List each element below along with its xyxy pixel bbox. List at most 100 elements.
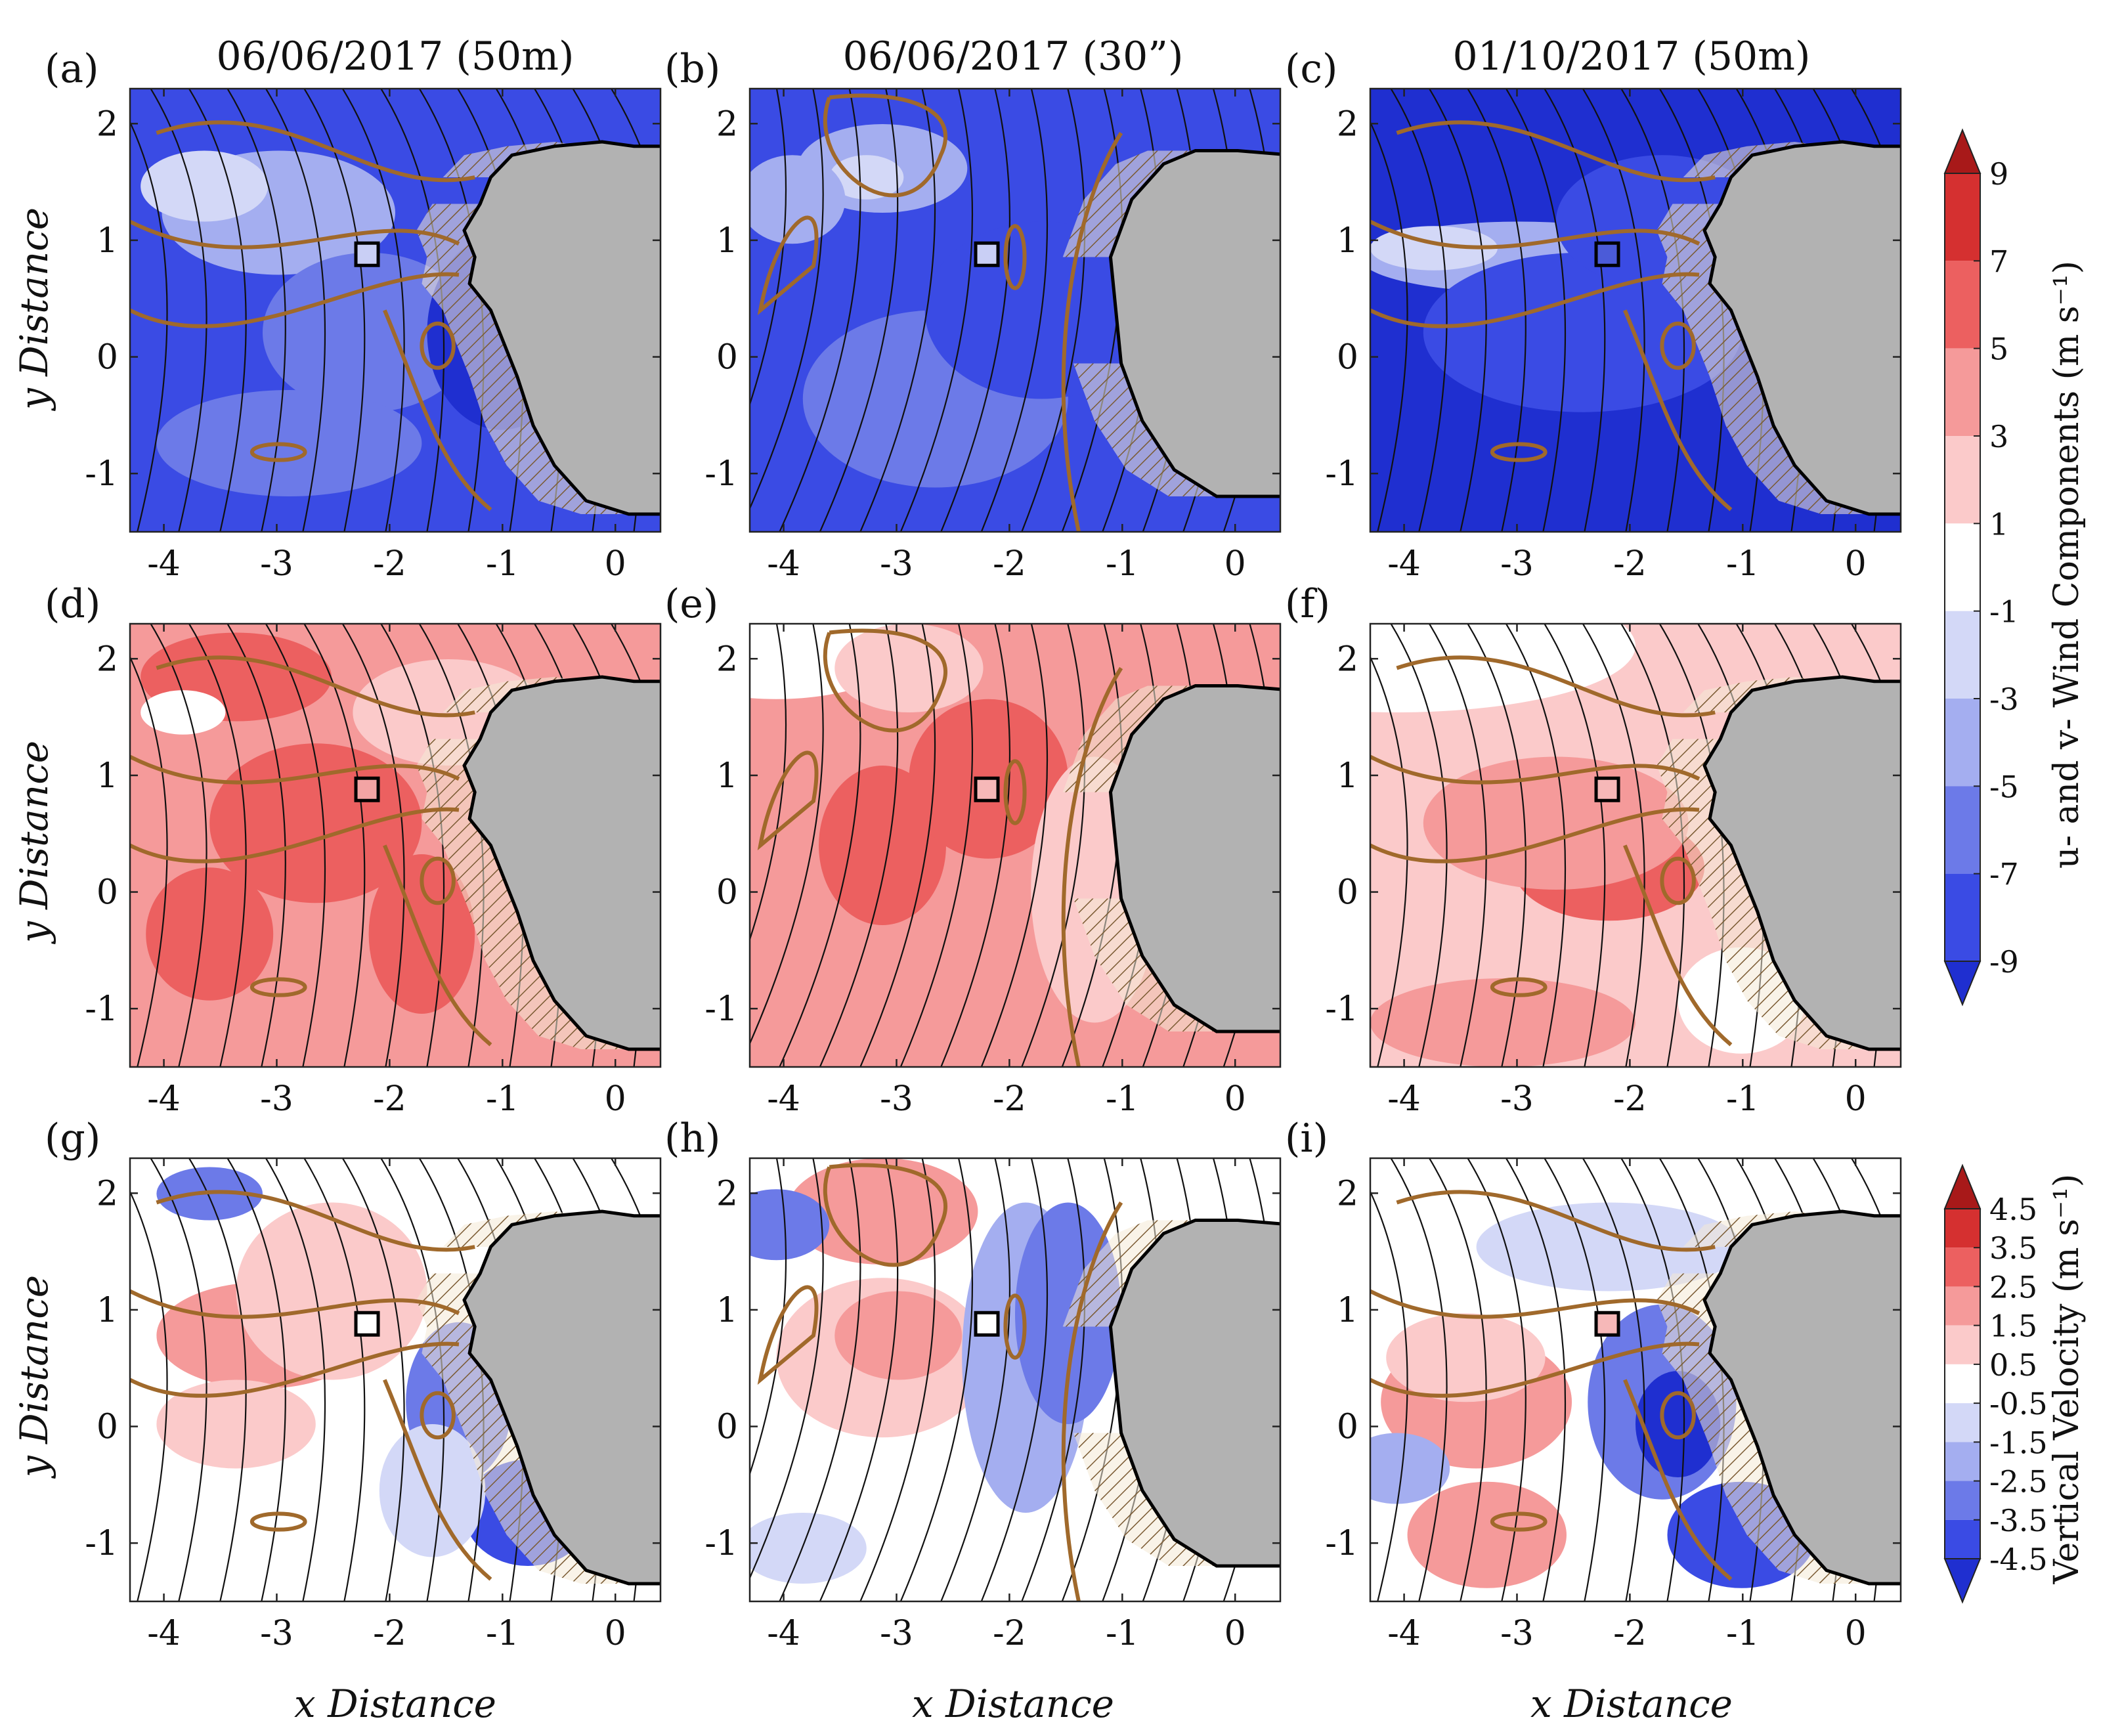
axes-frame — [1369, 87, 1902, 533]
x-tick-label: -3 — [880, 1079, 913, 1119]
y-tick-label: 0 — [716, 873, 738, 913]
streamline — [303, 1158, 366, 1601]
y-tick-label: 0 — [97, 338, 118, 378]
contour-line — [1061, 1201, 1123, 1601]
contour-line — [1660, 321, 1696, 370]
streamline — [779, 89, 861, 532]
x-tick-label: -4 — [767, 1614, 800, 1653]
colorbar-segment — [1945, 1286, 1980, 1326]
panel-label: (g) — [45, 1116, 100, 1161]
contour-line — [1370, 1289, 1700, 1319]
colorbar-tick-label: 7 — [1989, 244, 2008, 279]
streamline — [1544, 624, 1606, 1067]
colorbar-segment — [1945, 348, 1980, 436]
brown-contours — [757, 1163, 1123, 1601]
field-contour — [379, 1424, 486, 1557]
brown-contours — [1370, 1190, 1733, 1581]
contour-line — [757, 1285, 819, 1385]
island — [1702, 675, 1901, 1051]
colorbar-tick-label: -0.5 — [1989, 1386, 2048, 1421]
field-contour — [1423, 252, 1742, 412]
streamline — [1370, 655, 1408, 1067]
colorbar-segment — [1945, 1325, 1980, 1364]
contour-line — [249, 1511, 307, 1532]
field-contour — [141, 150, 269, 222]
marker-square — [974, 241, 1000, 267]
colorbar-tick-label: -4.5 — [1989, 1542, 2048, 1577]
streamline — [819, 89, 899, 532]
streamline — [1544, 1158, 1606, 1601]
x-tick-label: 0 — [605, 1614, 626, 1653]
panel-label: (d) — [45, 581, 100, 627]
contour-line — [249, 442, 307, 462]
axes-frame — [129, 87, 662, 533]
contour-line — [1660, 1391, 1696, 1440]
field-contour — [236, 1202, 427, 1380]
colorbar-arrow-top — [1943, 1163, 1981, 1209]
x-tick-label: -4 — [147, 544, 181, 584]
y-tick-label: -1 — [1325, 989, 1358, 1029]
x-tick-label: 0 — [605, 544, 626, 584]
streamline — [779, 624, 861, 1067]
streamline — [899, 1158, 974, 1601]
streamline — [150, 624, 207, 1067]
streamline — [1390, 89, 1448, 532]
y-tick-label: 0 — [97, 873, 118, 913]
streamline — [750, 89, 824, 510]
field-contour — [141, 690, 226, 735]
streamline — [1370, 120, 1408, 532]
y-tick-label: -1 — [1325, 1524, 1358, 1563]
contour-line — [1660, 856, 1696, 905]
colorbar-segment — [1945, 436, 1980, 524]
panel-1: -4 -3 -2 -1 0 -1 0 1 2 (b) — [664, 46, 1282, 584]
panel-label: (b) — [664, 46, 720, 92]
colorbar-tick-label: -3 — [1989, 682, 2019, 717]
streamline — [859, 89, 936, 532]
axes-frame — [748, 1157, 1282, 1603]
streamline — [1544, 89, 1606, 532]
streamline — [940, 624, 1010, 1067]
colorbar-tick-label: -1 — [1989, 594, 2019, 630]
x-tick-label: 0 — [1845, 1079, 1867, 1119]
marker-square — [1594, 241, 1620, 267]
x-tick-label: -3 — [260, 1079, 293, 1119]
streamline — [980, 1158, 1049, 1601]
y-tick-label: 1 — [716, 1291, 738, 1330]
streamline — [1021, 1158, 1086, 1601]
streamline — [1582, 624, 1645, 1067]
colorbar-frame — [1944, 1208, 1981, 1559]
x-tick-label: -3 — [1500, 1614, 1534, 1653]
colorbar-segment — [1945, 1248, 1980, 1287]
x-axis-label-3: x Distance — [1530, 1682, 1733, 1726]
x-tick-label: -3 — [1500, 1079, 1534, 1119]
x-tick-label: -1 — [1106, 1079, 1139, 1119]
streamline — [130, 655, 168, 1067]
contour-line — [156, 120, 475, 183]
field-contour — [156, 1379, 316, 1469]
streamline — [610, 624, 660, 745]
panel-7: -4 -3 -2 -1 0 -1 0 1 2 (h) — [664, 1116, 1282, 1653]
contour-line — [156, 1190, 475, 1252]
brown-contours — [130, 120, 492, 511]
x-tick-label: -4 — [147, 1079, 181, 1119]
streamline — [303, 89, 366, 532]
streamline — [819, 624, 899, 1067]
streamline — [188, 624, 247, 1067]
marker-square — [974, 776, 1000, 802]
streamline — [130, 120, 168, 532]
y-tick-label: 1 — [97, 221, 118, 261]
streamline — [940, 89, 1010, 532]
x-tick-label: -2 — [1613, 544, 1647, 584]
streamline — [227, 89, 286, 532]
colorbar-arrow-bottom — [1943, 1558, 1981, 1604]
contour-line — [130, 1289, 460, 1319]
colorbar-segment — [1945, 873, 1980, 961]
streamline — [859, 1158, 936, 1601]
streamline — [1390, 624, 1448, 1067]
streamline — [1850, 624, 1901, 745]
streamline — [779, 1158, 861, 1601]
marker-square — [974, 1311, 1000, 1337]
contour-line — [1490, 977, 1548, 997]
field-contour — [1386, 1313, 1546, 1402]
